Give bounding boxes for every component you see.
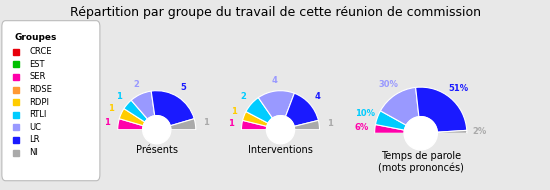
Text: UC: UC [29,123,41,132]
Wedge shape [118,119,143,130]
Text: Présents: Présents [136,145,178,154]
Text: 1: 1 [104,118,110,127]
Text: 2%: 2% [472,127,487,136]
Polygon shape [375,133,467,159]
FancyBboxPatch shape [2,21,100,181]
Wedge shape [131,91,155,119]
Wedge shape [124,100,147,122]
Text: 1: 1 [108,105,114,113]
Text: 1: 1 [327,119,333,128]
Text: NI: NI [29,148,38,157]
Text: RDSE: RDSE [29,85,52,94]
Text: SER: SER [29,73,46,82]
Polygon shape [241,130,320,151]
Text: 51%: 51% [449,84,469,93]
Wedge shape [241,120,267,130]
Circle shape [142,116,171,144]
Circle shape [142,116,171,144]
Wedge shape [294,120,320,130]
Wedge shape [437,130,467,133]
Wedge shape [246,98,272,123]
Text: Groupes: Groupes [15,32,57,42]
Wedge shape [258,91,294,118]
Text: 4: 4 [272,76,277,85]
Text: 5: 5 [181,83,186,92]
Circle shape [266,116,295,144]
Wedge shape [375,124,404,133]
Wedge shape [243,112,268,126]
Text: 30%: 30% [378,80,398,89]
Text: EST: EST [29,60,45,69]
Circle shape [404,117,437,150]
Text: 1: 1 [116,93,122,101]
Text: 10%: 10% [355,108,375,118]
Text: 1: 1 [228,119,234,128]
Polygon shape [118,130,196,151]
Wedge shape [376,111,406,130]
Text: 1: 1 [204,118,209,127]
Text: 4: 4 [315,92,321,101]
Text: 6%: 6% [355,123,369,132]
Text: Répartition par groupe du travail de cette réunion de commission: Répartition par groupe du travail de cet… [69,6,481,19]
Wedge shape [416,87,467,132]
Circle shape [266,116,295,144]
Wedge shape [381,87,419,125]
Circle shape [404,117,437,150]
Text: Temps de parole
(mots prononcés): Temps de parole (mots prononcés) [378,151,464,173]
Text: 1: 1 [231,108,236,116]
Text: 2: 2 [240,92,246,101]
Text: Interventions: Interventions [248,145,313,154]
Wedge shape [151,91,194,126]
Wedge shape [119,109,145,126]
Text: LR: LR [29,135,40,144]
Text: 2: 2 [133,80,139,89]
Text: RDPI: RDPI [29,98,49,107]
Text: RTLI: RTLI [29,110,46,119]
Text: CRCE: CRCE [29,47,52,56]
Wedge shape [170,119,196,130]
Wedge shape [285,93,318,126]
